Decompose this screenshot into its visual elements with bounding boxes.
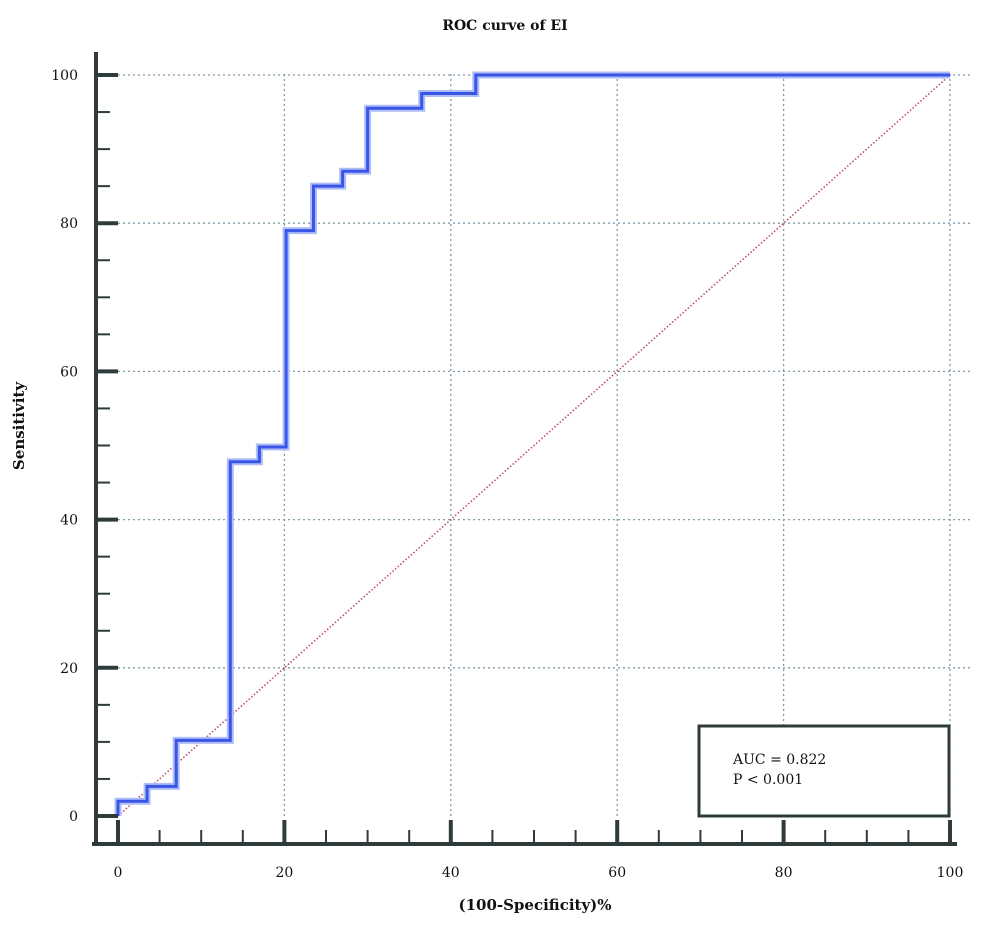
tick-labels: 0 20 40 60 80 100 0 20 40 60 80 100 bbox=[51, 68, 963, 881]
y-axis-label: Sensitivity bbox=[10, 381, 28, 470]
y-tick-label: 20 bbox=[60, 661, 78, 677]
y-tick-label: 100 bbox=[51, 68, 78, 84]
annotation-frame bbox=[697, 724, 951, 818]
x-tick-label: 0 bbox=[114, 865, 123, 881]
y-tick-label: 80 bbox=[60, 216, 78, 232]
x-tick-label: 20 bbox=[275, 865, 293, 881]
reference-diagonal-line bbox=[117, 74, 951, 817]
grid bbox=[118, 73, 972, 816]
p-value-text: P < 0.001 bbox=[733, 772, 803, 788]
y-tick-label: 0 bbox=[69, 809, 78, 825]
x-tick-label: 80 bbox=[775, 865, 793, 881]
x-tick-label: 40 bbox=[442, 865, 460, 881]
y-tick-label: 40 bbox=[60, 513, 78, 529]
auc-value-text: AUC = 0.822 bbox=[732, 752, 826, 768]
auc-annotation-box: AUC = 0.822 P < 0.001 bbox=[697, 724, 951, 818]
x-axis-label: (100-Specificity)% bbox=[458, 896, 611, 914]
x-tick-label: 60 bbox=[608, 865, 626, 881]
x-tick-label: 100 bbox=[937, 865, 964, 881]
chart-title: ROC curve of EI bbox=[442, 18, 567, 34]
y-tick-label: 60 bbox=[60, 364, 78, 380]
reference-line-layer bbox=[117, 74, 951, 817]
axes bbox=[92, 52, 957, 846]
roc-curve-line bbox=[116, 73, 950, 816]
roc-curve-layer bbox=[114, 71, 950, 816]
